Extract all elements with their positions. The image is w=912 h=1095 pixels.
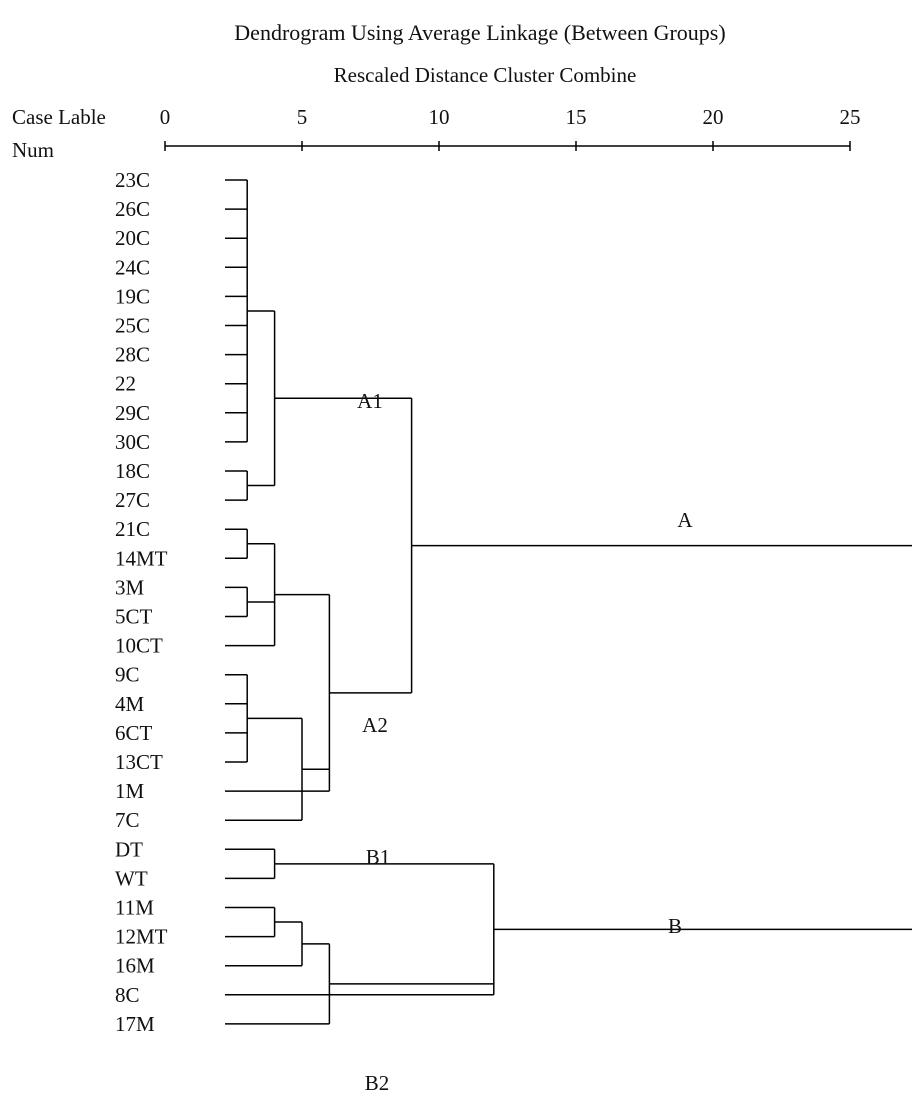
- cluster-label: A2: [362, 713, 388, 737]
- header-case-label: Case Lable: [12, 105, 106, 129]
- leaf-label: 6CT: [115, 721, 153, 745]
- leaf-label: 18C: [115, 459, 150, 483]
- leaf-label: 10CT: [115, 634, 163, 658]
- leaf-label: 21C: [115, 517, 150, 541]
- distance-axis: 0 5 10 15 20 25: [160, 105, 861, 151]
- cluster-label: B2: [365, 1071, 390, 1095]
- leaf-label: DT: [115, 837, 143, 861]
- leaf-label: 5CT: [115, 605, 153, 629]
- axis-title: Rescaled Distance Cluster Combine: [334, 63, 637, 87]
- cluster-label: B: [668, 914, 682, 938]
- leaf-label: 12MT: [115, 925, 168, 949]
- leaf-label: 14MT: [115, 546, 168, 570]
- leaf-label: 27C: [115, 488, 150, 512]
- leaf-label: WT: [115, 866, 148, 890]
- cluster-labels: A1 A2 A B1 B B2: [357, 389, 693, 1095]
- leaf-label: 17M: [115, 1012, 155, 1036]
- leaf-label: 11M: [115, 896, 154, 920]
- leaf-label: 28C: [115, 343, 150, 367]
- leaf-label: 4M: [115, 692, 145, 716]
- axis-tick-label: 10: [429, 105, 450, 129]
- leaf-labels: 23C 26C 20C 24C 19C 25C 28C 22 29C 30C 18C 27C 21C 14…: [115, 168, 168, 1036]
- leaf-label: 9C: [115, 663, 140, 687]
- leaf-label: 29C: [115, 401, 150, 425]
- cluster-label: B1: [366, 845, 391, 869]
- axis-tick-label: 15: [566, 105, 587, 129]
- axis-tick-label: 25: [840, 105, 861, 129]
- leaf-label: 26C: [115, 197, 150, 221]
- axis-tick-label: 0: [160, 105, 171, 129]
- cluster-label: A: [677, 508, 693, 532]
- leaf-label: 1M: [115, 779, 145, 803]
- leaf-label: 23C: [115, 168, 150, 192]
- leaf-label: 19C: [115, 284, 150, 308]
- leaf-label: 13CT: [115, 750, 163, 774]
- leaf-label: 25C: [115, 314, 150, 338]
- leaf-label: 22: [115, 372, 136, 396]
- tree-branches: [225, 179, 912, 1025]
- cluster-label: A1: [357, 389, 383, 413]
- axis-tick-label: 20: [703, 105, 724, 129]
- leaf-label: 8C: [115, 983, 140, 1007]
- leaf-label: 30C: [115, 430, 150, 454]
- header-num-label: Num: [12, 138, 54, 162]
- axis-tick-label: 5: [297, 105, 308, 129]
- leaf-label: 24C: [115, 255, 150, 279]
- leaf-label: 20C: [115, 226, 150, 250]
- leaf-label: 3M: [115, 575, 145, 599]
- leaf-label: 7C: [115, 808, 140, 832]
- leaf-label: 16M: [115, 954, 155, 978]
- chart-title: Dendrogram Using Average Linkage (Betwee…: [234, 20, 725, 45]
